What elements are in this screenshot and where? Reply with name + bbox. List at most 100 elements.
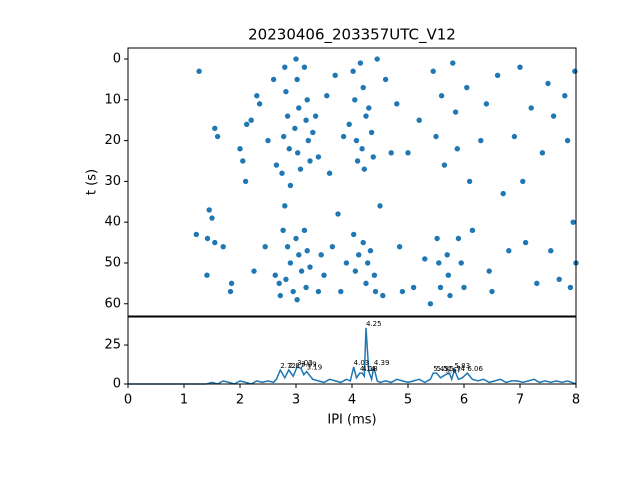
point bbox=[356, 252, 362, 258]
point bbox=[305, 137, 312, 144]
point bbox=[280, 133, 287, 140]
point bbox=[321, 272, 327, 278]
point bbox=[262, 243, 268, 250]
point bbox=[506, 248, 512, 254]
point bbox=[307, 158, 313, 164]
point bbox=[276, 280, 282, 287]
point bbox=[483, 101, 490, 107]
point bbox=[545, 80, 551, 87]
point bbox=[293, 56, 299, 62]
x-tick-label: 6 bbox=[460, 393, 468, 408]
point bbox=[368, 129, 375, 136]
point bbox=[204, 272, 210, 278]
point bbox=[452, 109, 459, 115]
point bbox=[265, 137, 271, 144]
x-axis-label: IPI (ms) bbox=[327, 413, 376, 428]
point bbox=[237, 146, 243, 152]
y-tick-label: 0 bbox=[113, 52, 121, 67]
point bbox=[296, 252, 302, 258]
peak-label: 4.39 bbox=[374, 359, 390, 367]
point bbox=[410, 284, 417, 291]
point bbox=[310, 129, 316, 136]
peak-label: 4.18 bbox=[362, 365, 378, 373]
point bbox=[324, 93, 330, 99]
x-tick-label: 3 bbox=[292, 393, 300, 408]
point bbox=[204, 235, 211, 242]
y-tick-label: 50 bbox=[104, 255, 121, 270]
point bbox=[296, 105, 302, 111]
point bbox=[458, 260, 464, 266]
point bbox=[430, 68, 436, 74]
point bbox=[206, 207, 212, 213]
y-tick-label: 25 bbox=[104, 338, 121, 353]
point bbox=[353, 137, 360, 144]
point bbox=[283, 276, 289, 282]
point bbox=[251, 268, 257, 274]
point bbox=[372, 288, 379, 295]
peak-label: 4.03 bbox=[354, 359, 370, 367]
axes-frame bbox=[127, 316, 577, 385]
point bbox=[228, 280, 235, 287]
point bbox=[438, 93, 445, 99]
point bbox=[272, 272, 278, 278]
peak-label: 4.25 bbox=[366, 320, 382, 328]
x-tick-label: 0 bbox=[124, 393, 132, 408]
point bbox=[283, 88, 289, 95]
point bbox=[287, 182, 294, 189]
point bbox=[564, 137, 571, 144]
point bbox=[570, 219, 576, 225]
point bbox=[335, 211, 341, 217]
x-tick-label: 1 bbox=[180, 393, 188, 408]
peak-label: 2.87 bbox=[289, 362, 305, 370]
point bbox=[277, 292, 284, 299]
y-axis-label: t (s) bbox=[85, 169, 100, 195]
point bbox=[282, 203, 288, 209]
point bbox=[304, 248, 310, 254]
point bbox=[346, 121, 352, 127]
point bbox=[464, 84, 470, 91]
point bbox=[371, 272, 378, 278]
point bbox=[220, 243, 226, 250]
peak-label: 5.74 bbox=[449, 365, 465, 373]
y-tick-label: 40 bbox=[104, 215, 121, 230]
point bbox=[528, 105, 534, 111]
point bbox=[298, 268, 305, 274]
point bbox=[461, 284, 467, 291]
point bbox=[447, 292, 453, 299]
x-tick-label: 5 bbox=[404, 393, 412, 408]
point bbox=[212, 125, 218, 132]
peak-label: 5.67 bbox=[446, 367, 462, 375]
peak-label: 3.02 bbox=[297, 359, 313, 367]
point bbox=[562, 93, 568, 99]
point bbox=[292, 125, 298, 132]
point bbox=[360, 84, 366, 91]
x-tick-label: 4 bbox=[348, 393, 356, 408]
point bbox=[433, 133, 439, 140]
point bbox=[297, 166, 304, 172]
peak-label: 3.19 bbox=[307, 364, 323, 372]
y-tick-label: 30 bbox=[104, 174, 121, 189]
point bbox=[367, 248, 374, 254]
point bbox=[422, 256, 428, 262]
point bbox=[405, 150, 411, 156]
y-tick-label: 0 bbox=[113, 377, 121, 392]
point bbox=[315, 288, 322, 295]
point bbox=[359, 146, 365, 152]
point bbox=[434, 235, 440, 242]
point bbox=[478, 137, 484, 144]
point bbox=[326, 170, 333, 176]
histogram-line bbox=[128, 327, 577, 385]
point bbox=[469, 227, 476, 234]
y-tick-label: 60 bbox=[104, 296, 121, 311]
point bbox=[494, 72, 501, 79]
point bbox=[256, 101, 263, 107]
point bbox=[340, 133, 347, 140]
point bbox=[363, 113, 369, 119]
peak-label: 6.06 bbox=[467, 365, 483, 373]
point bbox=[196, 68, 202, 74]
point bbox=[352, 97, 358, 103]
point bbox=[284, 113, 291, 119]
point bbox=[416, 117, 422, 123]
point bbox=[466, 178, 473, 185]
